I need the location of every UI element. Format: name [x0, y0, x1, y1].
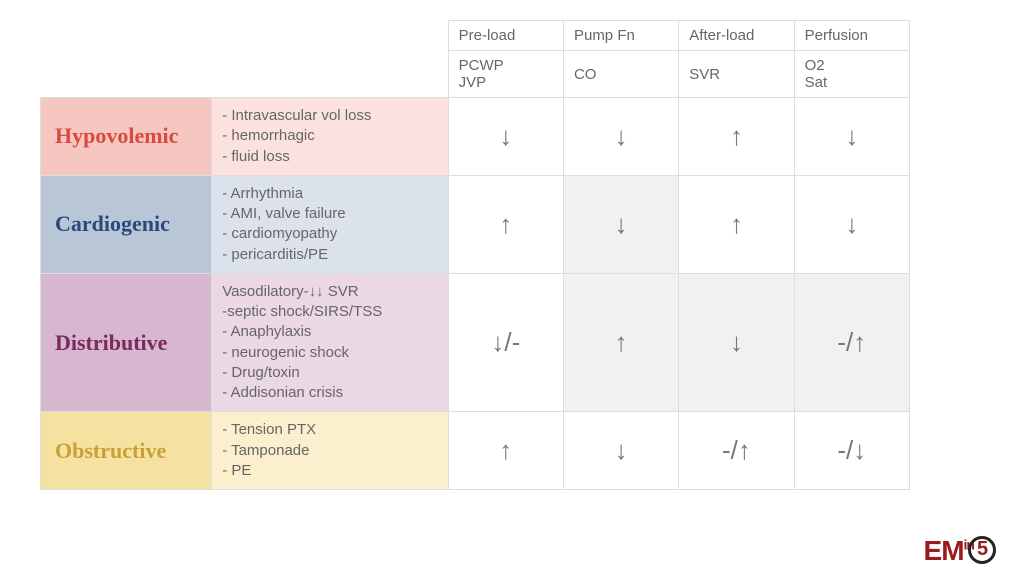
- header-co: CO: [563, 51, 678, 98]
- header-preload: Pre-load: [448, 21, 563, 51]
- shock-table: Pre-load Pump Fn After-load Perfusion PC…: [40, 20, 910, 490]
- row-label: Cardiogenic: [41, 175, 212, 273]
- value-cell: -/↓: [794, 412, 909, 490]
- header-perfusion: Perfusion: [794, 21, 909, 51]
- header-o2: O2Sat: [794, 51, 909, 98]
- value-cell: ↑: [679, 98, 794, 176]
- value-cell: ↓/-: [448, 273, 563, 412]
- header-svr: SVR: [679, 51, 794, 98]
- row-label: Distributive: [41, 273, 212, 412]
- header-afterload: After-load: [679, 21, 794, 51]
- table-row: Cardiogenic- Arrhythmia- AMI, valve fail…: [41, 175, 910, 273]
- table-row: DistributiveVasodilatory-↓↓ SVR-septic s…: [41, 273, 910, 412]
- row-label: Obstructive: [41, 412, 212, 490]
- value-cell: ↓: [563, 175, 678, 273]
- value-cell: ↓: [794, 175, 909, 273]
- value-cell: ↓: [563, 412, 678, 490]
- value-cell: ↓: [794, 98, 909, 176]
- row-desc: Vasodilatory-↓↓ SVR-septic shock/SIRS/TS…: [212, 273, 448, 412]
- table-row: Obstructive- Tension PTX- Tamponade- PE↑…: [41, 412, 910, 490]
- value-cell: -/↑: [679, 412, 794, 490]
- value-cell: ↓: [679, 273, 794, 412]
- row-label: Hypovolemic: [41, 98, 212, 176]
- value-cell: ↑: [679, 175, 794, 273]
- value-cell: ↑: [448, 175, 563, 273]
- row-desc: - Tension PTX- Tamponade- PE: [212, 412, 448, 490]
- value-cell: ↓: [563, 98, 678, 176]
- table-row: Hypovolemic- Intravascular vol loss- hem…: [41, 98, 910, 176]
- emin5-logo: EMin: [924, 532, 996, 567]
- header-pcwp: PCWPJVP: [448, 51, 563, 98]
- value-cell: ↑: [563, 273, 678, 412]
- header-pumpfn: Pump Fn: [563, 21, 678, 51]
- row-desc: - Intravascular vol loss- hemorrhagic- f…: [212, 98, 448, 176]
- row-desc: - Arrhythmia- AMI, valve failure- cardio…: [212, 175, 448, 273]
- value-cell: ↑: [448, 412, 563, 490]
- value-cell: ↓: [448, 98, 563, 176]
- value-cell: -/↑: [794, 273, 909, 412]
